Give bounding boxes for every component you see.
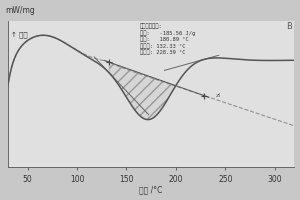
Text: mW/mg: mW/mg	[5, 6, 35, 15]
Text: B: B	[286, 22, 292, 31]
Text: ↑ 放热: ↑ 放热	[11, 31, 27, 38]
X-axis label: 温度 /°C: 温度 /°C	[140, 185, 163, 194]
Text: 峰的综合分析:
面积:   -185.56 J/g
峰温:   180.89 °C
起始点: 132.33 °C
终止点: 228.39 °C: 峰的综合分析: 面积: -185.56 J/g 峰温: 180.89 °C 起始…	[140, 24, 195, 55]
Text: zl: zl	[215, 93, 220, 98]
